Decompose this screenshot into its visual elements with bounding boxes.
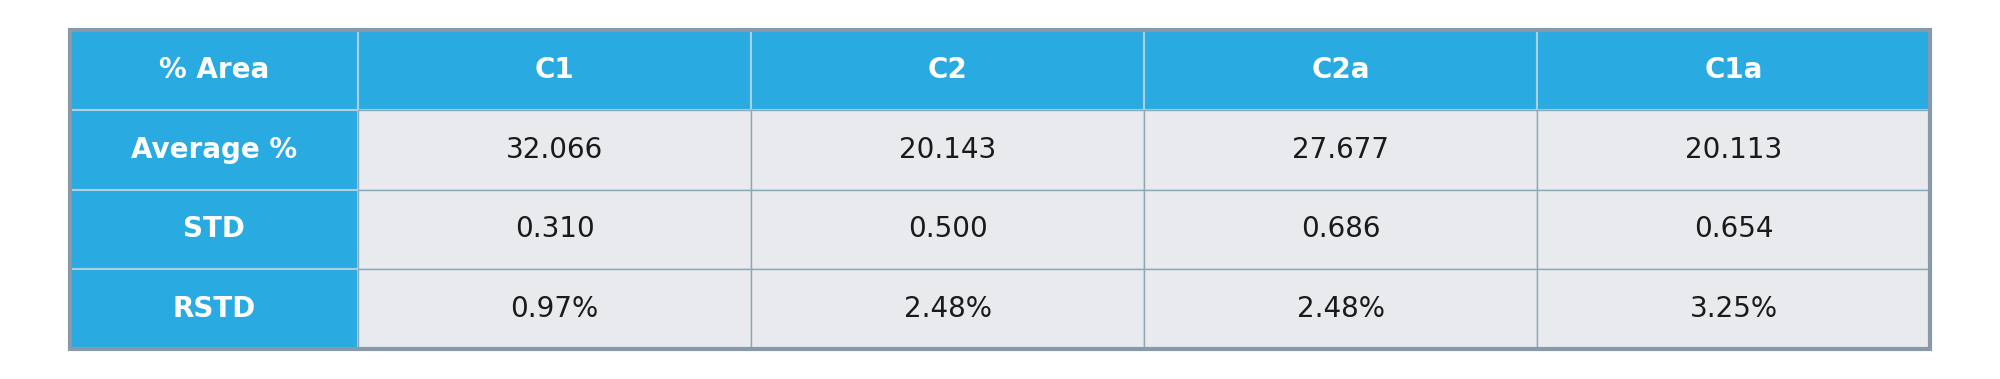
- Bar: [1144, 110, 1538, 190]
- Bar: [1538, 269, 1930, 349]
- Bar: [358, 110, 752, 190]
- Bar: [358, 30, 752, 110]
- Text: C1a: C1a: [1704, 56, 1762, 84]
- Bar: [70, 30, 358, 110]
- Bar: [358, 190, 752, 269]
- Bar: [752, 190, 1144, 269]
- Bar: [70, 190, 358, 269]
- Text: 27.677: 27.677: [1292, 136, 1390, 164]
- Bar: [1144, 30, 1538, 110]
- Bar: [70, 30, 1930, 349]
- Text: 0.310: 0.310: [514, 215, 594, 243]
- Bar: [1538, 190, 1930, 269]
- Text: C2a: C2a: [1312, 56, 1370, 84]
- Text: C1: C1: [534, 56, 574, 84]
- Bar: [1538, 110, 1930, 190]
- Text: 0.654: 0.654: [1694, 215, 1774, 243]
- Bar: [70, 110, 358, 190]
- Text: 0.686: 0.686: [1300, 215, 1380, 243]
- Bar: [1144, 190, 1538, 269]
- Text: 32.066: 32.066: [506, 136, 604, 164]
- Text: STD: STD: [184, 215, 246, 243]
- Text: RSTD: RSTD: [172, 295, 256, 323]
- Bar: [358, 269, 752, 349]
- Text: 3.25%: 3.25%: [1690, 295, 1778, 323]
- Bar: [1538, 30, 1930, 110]
- Text: 2.48%: 2.48%: [904, 295, 992, 323]
- Text: 20.113: 20.113: [1684, 136, 1782, 164]
- Text: 0.500: 0.500: [908, 215, 988, 243]
- Text: 20.143: 20.143: [900, 136, 996, 164]
- Bar: [70, 269, 358, 349]
- Text: Average %: Average %: [132, 136, 298, 164]
- Text: 2.48%: 2.48%: [1296, 295, 1384, 323]
- Text: C2: C2: [928, 56, 968, 84]
- Bar: [752, 110, 1144, 190]
- Bar: [752, 30, 1144, 110]
- Text: 0.97%: 0.97%: [510, 295, 598, 323]
- Text: % Area: % Area: [158, 56, 270, 84]
- Bar: [752, 269, 1144, 349]
- Bar: [1144, 269, 1538, 349]
